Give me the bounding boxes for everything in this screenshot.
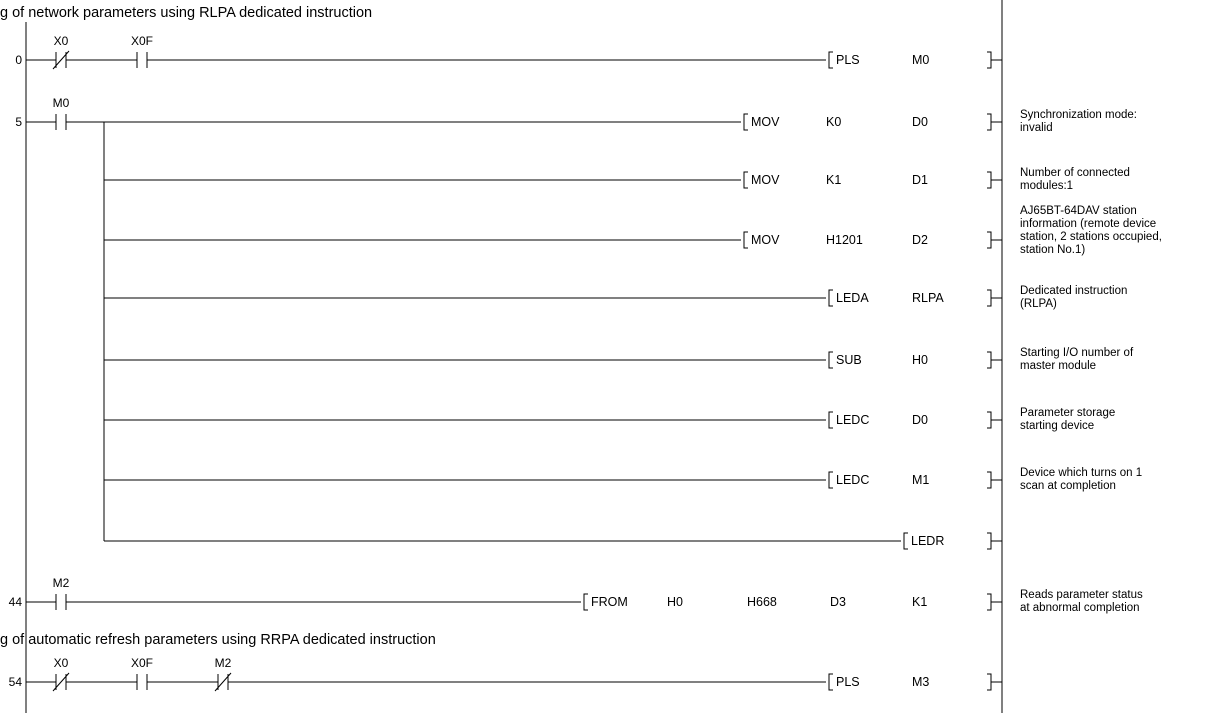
operand-rlpa: RLPA <box>912 291 944 305</box>
operand-h668: H668 <box>747 595 777 609</box>
rung-step-5: 5 M0 MOV K0 D0 Synchronization mode: inv… <box>15 96 1165 549</box>
contact-label-x0f: X0F <box>131 34 153 48</box>
instruction-bracket-close <box>987 52 991 68</box>
instruction-leda: LEDA <box>836 291 869 305</box>
operand-k1: K1 <box>826 173 841 187</box>
comment-completion-device: Device which turns on 1 scan at completi… <box>1020 467 1145 492</box>
operand-m3: M3 <box>912 675 929 689</box>
contact-label-x0f: X0F <box>131 656 153 670</box>
comment-param-storage: Parameter storage starting device <box>1020 407 1118 432</box>
rung-step-0: 0 X0 X0F PLS M0 <box>15 34 1002 69</box>
contact-label-m2: M2 <box>215 656 232 670</box>
instruction-pls: PLS <box>836 675 860 689</box>
operand-m0: M0 <box>912 53 929 67</box>
operand-d3: D3 <box>830 595 846 609</box>
operand-d2: D2 <box>912 233 928 247</box>
operand-h1201: H1201 <box>826 233 863 247</box>
instruction-ledc: LEDC <box>836 413 869 427</box>
instruction-sub: SUB <box>836 353 862 367</box>
operand-d0: D0 <box>912 413 928 427</box>
no-contact-x0f <box>137 674 147 690</box>
instruction-pls: PLS <box>836 53 860 67</box>
rung-step-44: 44 M2 FROM H0 H668 D3 K1 Reads parameter… <box>9 576 1146 614</box>
step-number: 44 <box>9 595 23 609</box>
step-number: 0 <box>15 53 22 67</box>
instruction-ledr: LEDR <box>911 534 944 548</box>
operand-d0: D0 <box>912 115 928 129</box>
step-number: 54 <box>9 675 23 689</box>
operand-h0: H0 <box>667 595 683 609</box>
instruction-from: FROM <box>591 595 628 609</box>
comment-starting-io: Starting I/O number of master module <box>1020 347 1136 372</box>
instruction-mov: MOV <box>751 173 780 187</box>
rung-step-54: 54 X0 X0F M2 PLS M3 <box>9 656 1002 691</box>
operand-m1: M1 <box>912 473 929 487</box>
no-contact-m0 <box>56 114 66 130</box>
contact-label-m2: M2 <box>53 576 70 590</box>
instruction-mov: MOV <box>751 115 780 129</box>
operand-d1: D1 <box>912 173 928 187</box>
comment-connected-modules: Number of connected modules:1 <box>1020 167 1133 192</box>
no-contact-x0f <box>137 52 147 68</box>
contact-label-x0: X0 <box>54 34 69 48</box>
contact-label-x0: X0 <box>54 656 69 670</box>
section-title-refresh-params: g of automatic refresh parameters using … <box>0 632 436 648</box>
no-contact-m2 <box>56 594 66 610</box>
instruction-mov: MOV <box>751 233 780 247</box>
step-number: 5 <box>15 115 22 129</box>
operand-k0: K0 <box>826 115 841 129</box>
operand-k1: K1 <box>912 595 927 609</box>
contact-label-m0: M0 <box>53 96 70 110</box>
operand-h0: H0 <box>912 353 928 367</box>
instruction-ledc: LEDC <box>836 473 869 487</box>
comment-reads-param-status: Reads parameter status at abnormal compl… <box>1020 589 1146 614</box>
instruction-bracket-open <box>829 52 833 68</box>
comment-sync-mode: Synchronization mode: invalid <box>1020 109 1140 134</box>
comment-station-info: AJ65BT-64DAV station information (remote… <box>1020 205 1165 256</box>
section-title-network-params: g of network parameters using RLPA dedic… <box>0 5 372 21</box>
comment-dedicated-instruction: Dedicated instruction (RLPA) <box>1020 285 1131 310</box>
